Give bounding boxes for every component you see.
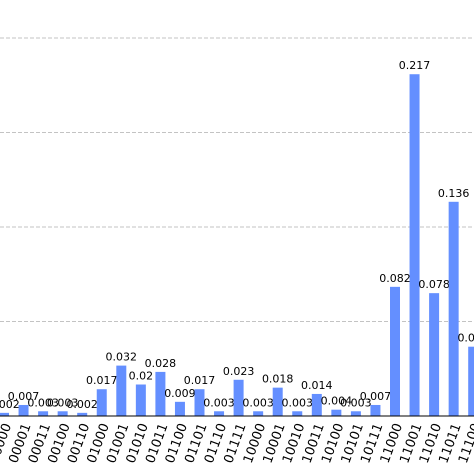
bar [38,411,49,416]
value-label: 0.003 [47,396,79,409]
bar [272,387,283,416]
bar [214,411,225,416]
value-label: 0.003 [242,396,274,409]
value-label: 0.044 [457,332,474,345]
value-label: 0.002 [66,398,98,411]
bar [135,384,146,416]
bar [370,404,381,416]
bar [311,393,322,416]
value-label: 0.007 [360,390,392,403]
value-label: 0.009 [164,387,196,400]
value-label: 0.003 [203,396,235,409]
value-label: 0.004 [321,395,353,408]
value-label: 0.023 [223,365,255,378]
value-label: 0.002 [0,398,20,411]
value-label: 0.136 [438,187,470,200]
bar [233,379,244,416]
value-label: 0.003 [27,396,59,409]
bar [253,411,264,416]
value-label: 0.028 [145,357,177,370]
bar [57,411,68,416]
value-label: 0.018 [262,373,294,386]
bar [350,411,361,416]
bar [96,389,107,416]
value-label: 0.032 [106,351,138,364]
bar [194,389,205,416]
bar [429,293,440,416]
bar [174,401,185,416]
value-label: 0.003 [282,396,314,409]
value-label: 0.017 [184,374,216,387]
value-label: 0.014 [301,379,333,392]
bar [0,412,9,416]
value-label: 0.003 [340,396,372,409]
value-label: 0.02 [129,370,154,383]
bar [390,286,400,416]
bar [292,411,303,416]
bar [409,74,420,416]
bar [18,404,29,416]
bar [448,201,459,416]
bar [116,365,127,416]
value-label: 0.217 [399,59,431,72]
value-label: 0.007 [8,390,40,403]
bar [331,409,342,416]
value-label: 0.078 [418,278,450,291]
value-label: 0.017 [86,374,118,387]
bar [77,412,88,416]
bar [155,371,166,416]
bar [468,346,474,416]
value-label: 0.082 [379,272,411,285]
